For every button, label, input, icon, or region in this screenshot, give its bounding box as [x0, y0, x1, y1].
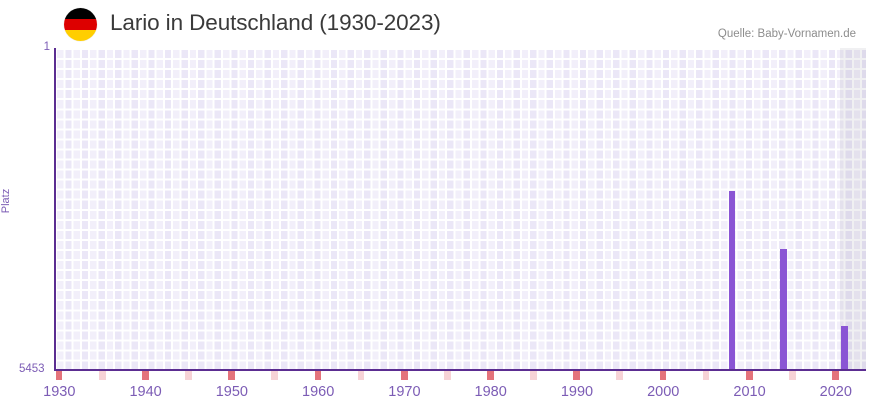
x-axis-label-2020: 2020: [819, 384, 852, 400]
x-tick-1970: [400, 371, 408, 380]
x-tick-1975: [443, 371, 451, 380]
x-tick-1995: [616, 371, 624, 380]
x-tick-1965: [357, 371, 365, 380]
chart-title: Lario in Deutschland (1930-2023): [110, 10, 441, 35]
x-tick-1980: [487, 371, 494, 380]
y-axis-tick-label-bottom: 5453: [19, 363, 45, 375]
x-tick-1940: [141, 371, 149, 380]
x-tick-1935: [98, 371, 106, 380]
x-axis-line: [55, 369, 866, 371]
x-tick-2015: [789, 371, 796, 380]
y-axis-title: Platz: [0, 188, 13, 214]
x-axis-label-1980: 1980: [474, 384, 507, 400]
bar-2014: [780, 248, 788, 370]
x-tick-2000: [659, 371, 667, 380]
bar-2008: [728, 191, 736, 370]
x-axis-label-1930: 1930: [43, 384, 76, 400]
grid-column-tint: [55, 48, 866, 370]
x-tick-2005: [702, 371, 710, 380]
y-axis-tick-label-top: 1: [43, 41, 50, 53]
x-axis-label-1960: 1960: [302, 384, 335, 400]
flag-band-black: [64, 8, 97, 19]
plot-area: [55, 48, 866, 370]
x-tick-1990: [573, 371, 581, 380]
flag-band-gold: [64, 30, 97, 41]
y-axis-line: [54, 48, 56, 371]
x-axis-label-1950: 1950: [215, 384, 248, 400]
shaded-region-overlay: [840, 48, 866, 370]
x-axis-label-1940: 1940: [129, 384, 162, 400]
x-tick-2010: [745, 371, 753, 380]
x-tick-1985: [530, 371, 537, 380]
x-axis-label-1990: 1990: [560, 384, 594, 400]
chart-source-attribution: Quelle: Baby-Vornamen.de: [717, 28, 856, 40]
flag-band-red: [64, 19, 97, 30]
x-axis-label-2010: 2010: [733, 384, 766, 400]
x-axis-label-2000: 2000: [647, 384, 680, 400]
x-tick-2020: [832, 371, 839, 380]
bar-2021: [840, 325, 848, 370]
x-tick-1930: [55, 371, 63, 380]
x-tick-1950: [228, 371, 235, 380]
x-tick-1945: [185, 371, 192, 380]
x-axis-label-1970: 1970: [388, 384, 421, 400]
grid-lines: [55, 48, 866, 370]
x-tick-1960: [314, 371, 322, 380]
german-flag-icon: [64, 8, 97, 41]
x-tick-1955: [271, 371, 279, 380]
